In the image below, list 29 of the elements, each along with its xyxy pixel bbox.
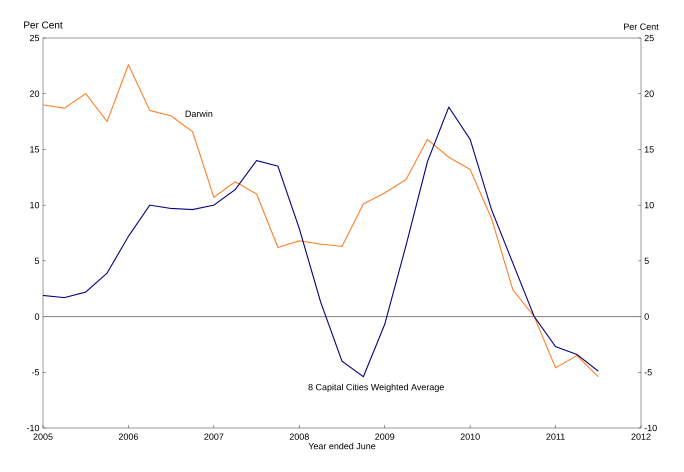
x-tick-label: 2012 <box>631 434 651 440</box>
y-tick-label: -10 <box>26 424 40 432</box>
y2-tick-label: 20 <box>644 90 654 97</box>
y2-tick-label: 0 <box>644 313 649 320</box>
series-label: Darwin <box>186 110 212 117</box>
x-tick-label: 2006 <box>118 434 138 440</box>
y2-tick-label: 25 <box>644 34 654 42</box>
y-tick-label: 25 <box>30 34 40 42</box>
x-tick-label: 2005 <box>33 434 53 440</box>
y2-tick-label: -10 <box>644 424 657 432</box>
y2-tick-label: 15 <box>644 146 654 153</box>
y-tick-label: 20 <box>30 90 40 97</box>
y2-tick-label: 10 <box>644 202 654 208</box>
y-tick-label: 10 <box>30 202 40 208</box>
y-tick-label: -5 <box>32 369 40 376</box>
y-tick-label: 5 <box>34 258 40 264</box>
y-axis-title: Per Cent <box>24 21 63 28</box>
x-tick-label: 2011 <box>546 434 565 440</box>
x-tick-label: 2010 <box>460 434 480 440</box>
y2-tick-label: -5 <box>644 369 652 376</box>
y2-axis-title: Per Cent <box>624 23 659 30</box>
x-axis-title: Year ended June <box>308 442 376 450</box>
series-label: 8 Capital Cities Weighted Average <box>308 384 444 392</box>
x-tick-label: 2009 <box>375 434 394 440</box>
y-tick-label: 0 <box>34 313 40 320</box>
y-tick-label: 15 <box>30 146 40 153</box>
x-tick-label: 2008 <box>290 434 309 440</box>
x-tick-label: 2007 <box>204 434 224 440</box>
y2-tick-label: 5 <box>644 258 649 264</box>
